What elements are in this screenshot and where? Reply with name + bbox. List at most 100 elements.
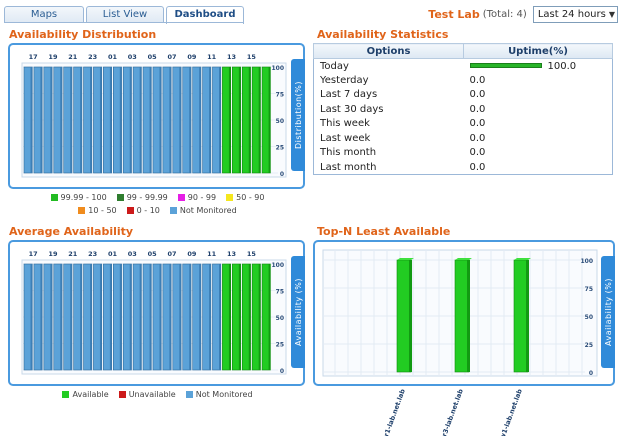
avg-bar-shade xyxy=(169,264,172,370)
stats-uptime-cell: 0.0 xyxy=(464,131,613,146)
dist-legend-item: 0 - 10 xyxy=(126,206,160,215)
topn-category-label[interactable]: rtr3-lab.net.lab xyxy=(438,388,465,436)
dist-bar-shade xyxy=(169,67,172,173)
header-right: Test Lab (Total: 4) Last 24 hours ▼ xyxy=(428,6,618,23)
topn-y-tick: 0 xyxy=(589,370,593,377)
view-tabs: Maps List View Dashboard xyxy=(4,6,246,24)
dist-hour-label: 07 xyxy=(167,53,176,61)
stats-option: This week xyxy=(320,118,370,130)
lab-total: (Total: 4) xyxy=(482,9,527,20)
avg-hour-label: 11 xyxy=(207,250,217,258)
dist-hour-label: 17 xyxy=(29,53,38,61)
uptime-value: 0.0 xyxy=(469,147,486,159)
dist-bar-shade xyxy=(60,67,63,173)
availability-distribution-title: Availability Distribution xyxy=(9,28,157,41)
stats-option: Last 7 days xyxy=(320,89,378,101)
avg-y-tick: 100 xyxy=(271,262,284,269)
stats-option: Today xyxy=(320,60,349,72)
avg-bar-shade xyxy=(99,264,102,370)
average-legend-row: Available Unavailable Not Monitored xyxy=(10,390,305,399)
dist-hour-label: 01 xyxy=(108,53,118,61)
dist-bar-shade xyxy=(248,67,251,173)
tab-list-view[interactable]: List View xyxy=(86,6,164,23)
avg-legend-item: Unavailable xyxy=(118,390,176,399)
dist-bar-shade xyxy=(258,67,261,173)
avg-hour-label: 21 xyxy=(68,250,78,258)
availability-distribution-chart: 100 75 50 25 0 17 19 21 23 01 03 05 07 09 11 13 15 xyxy=(21,53,287,178)
dist-bar-shade xyxy=(129,67,132,173)
dist-bar-shade xyxy=(149,67,152,173)
lab-name: Test Lab xyxy=(428,8,480,21)
dist-legend-label: 90 - 99 xyxy=(187,193,217,202)
dist-bar-shade xyxy=(90,67,92,173)
availability-statistics-title: Availability Statistics xyxy=(317,28,449,41)
dist-legend-swatch xyxy=(177,194,185,201)
distribution-legend: 99.99 - 100 99 - 99.99 90 - 99 50 - 90 10 -… xyxy=(10,193,305,219)
tab-underline xyxy=(4,22,244,23)
stats-row: Today 100.0 xyxy=(314,59,613,74)
avg-hour-label: 07 xyxy=(167,250,176,258)
col-options-header: Options xyxy=(313,43,464,59)
avg-y-tick: 0 xyxy=(280,368,284,375)
chevron-down-icon[interactable]: ▼ xyxy=(608,10,615,19)
avg-hour-label: 23 xyxy=(88,250,97,258)
dist-bar-shade xyxy=(159,67,162,173)
avg-bar-shade xyxy=(209,264,211,370)
avg-legend-item: Not Monitored xyxy=(185,390,253,399)
tab-dashboard[interactable]: Dashboard xyxy=(166,6,244,24)
availability-axis-label: Availability (%) xyxy=(293,278,303,346)
distribution-legend-row-2: 10 - 50 0 - 10 Not Monitored xyxy=(10,206,305,215)
stats-option: This month xyxy=(320,147,377,159)
avg-hour-label: 13 xyxy=(227,250,236,258)
stats-uptime-cell: 0.0 xyxy=(464,88,613,103)
time-range-select[interactable]: Last 24 hours ▼ xyxy=(532,6,618,23)
distribution-legend-row-1: 99.99 - 100 99 - 99.99 90 - 99 50 - 90 xyxy=(10,193,305,202)
avg-bar-shade xyxy=(238,264,241,370)
avg-bar-shade xyxy=(90,264,92,370)
dist-hour-label: 05 xyxy=(148,53,158,61)
avg-hour-label: 05 xyxy=(148,250,158,258)
dist-legend-item: Not Monitored xyxy=(169,206,237,215)
stats-option: Last week xyxy=(320,132,371,144)
avg-bar-shade xyxy=(40,264,43,370)
dist-legend-swatch xyxy=(50,194,58,201)
avg-bar-shade xyxy=(139,264,142,370)
avg-bar-shade xyxy=(219,264,221,370)
availability-distribution-panel: 100 75 50 25 0 17 19 21 23 01 03 05 07 09 11 13 15 Distr… xyxy=(8,43,305,189)
topn-y-tick: 50 xyxy=(585,314,593,321)
dist-legend-label: 0 - 10 xyxy=(136,206,160,215)
avg-bar xyxy=(251,263,261,371)
dist-bar xyxy=(162,66,172,174)
stats-uptime-cell: 0.0 xyxy=(464,73,613,88)
tab-maps[interactable]: Maps xyxy=(4,6,84,23)
avg-legend-label: Available xyxy=(72,390,109,399)
dist-hour-label: 03 xyxy=(128,53,137,61)
dist-hour-label: 13 xyxy=(227,53,236,61)
dist-legend-label: 99.99 - 100 xyxy=(60,193,107,202)
stats-option: Last 30 days xyxy=(320,103,384,115)
topn-y-tick: 25 xyxy=(585,342,593,349)
uptime-value: 0.0 xyxy=(469,161,486,173)
avg-bar-shade xyxy=(268,264,271,370)
topn-category-label[interactable]: sw1-lab.net.lab xyxy=(497,388,524,436)
dist-legend-swatch xyxy=(169,207,177,214)
topn-y-tick: 100 xyxy=(580,258,593,265)
avg-bar-shade xyxy=(60,264,63,370)
dist-bar-shade xyxy=(40,67,43,173)
topn-category-label[interactable]: rtr1-lab.net.lab xyxy=(380,388,407,436)
dist-bar-shade xyxy=(30,67,33,173)
average-availability-panel: 100 75 50 25 0 17 19 21 23 01 03 05 07 09 11 13 15 Avail… xyxy=(8,240,305,386)
avg-bar-shade xyxy=(109,264,112,370)
availability-statistics-table: Options Uptime(%) Today 100.0 Yesterday 0.0… xyxy=(313,43,613,175)
stats-body: Today 100.0 Yesterday 0.0 Last 7 days 0.0 Last… xyxy=(314,59,613,175)
dist-y-tick: 25 xyxy=(276,145,284,152)
dist-bar-shade xyxy=(109,67,112,173)
dist-hour-label: 09 xyxy=(187,53,197,61)
avg-legend-swatch xyxy=(62,391,70,398)
dist-y-tick: 100 xyxy=(271,65,284,72)
avg-hour-label: 03 xyxy=(128,250,137,258)
dist-legend-item: 50 - 90 xyxy=(226,193,264,202)
topn-bar-shade xyxy=(526,260,529,372)
dist-bar-shade xyxy=(119,67,122,173)
avg-hour-label: 09 xyxy=(187,250,197,258)
